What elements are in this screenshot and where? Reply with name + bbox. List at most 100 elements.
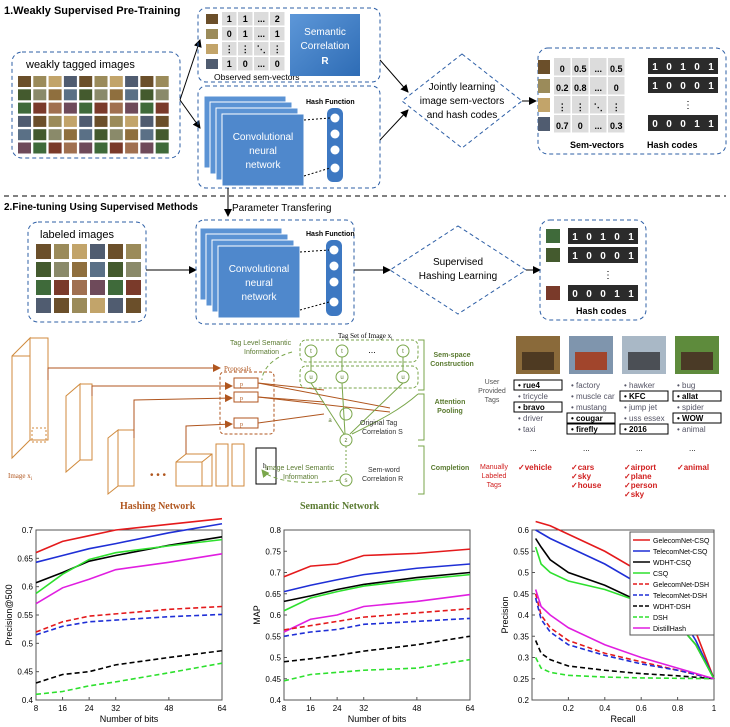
x-tick-label: 48 — [412, 704, 421, 713]
chart-map: 0.4 0.45 0.5 0.55 0.6 0.65 0.7 0.75 0.8 8 16 24 32 48… — [252, 526, 475, 724]
weak-image-thumbnails — [18, 76, 169, 154]
orig-corr-line1: Original Tag — [360, 420, 397, 427]
hash-codes-box-2 — [539, 219, 647, 321]
thumbnail-56 — [109, 142, 123, 154]
legend-entry: GelecomNet-CSQ — [653, 538, 710, 545]
semcorr-line2: Correlation — [301, 41, 350, 52]
row-thumb — [206, 59, 218, 69]
user-tag: • KFC — [624, 392, 646, 401]
series-line-0 — [283, 548, 471, 578]
matrix-value: 0.8 — [574, 83, 587, 93]
hashing-network-title: Hashing Network — [120, 501, 196, 512]
user-tag: • allat — [677, 392, 698, 401]
hash-bit: 0 — [652, 119, 658, 130]
y-tick-label: 0.3 — [518, 654, 530, 663]
legend-entry: WDHT-DSH — [653, 604, 691, 611]
node-tn: t — [402, 349, 404, 355]
x-tick-label: 24 — [333, 704, 342, 713]
hash-row — [648, 77, 718, 93]
hash-bit: 1 — [572, 232, 578, 243]
semvector-matrix: 0 0.5... 0.5 0.2 0.8... 0 ⋮ ⋮ ⋱ ⋮ 0.7 0... 0.3 — [538, 58, 625, 133]
thumbnail-10 — [108, 262, 123, 277]
user-label-2: Provided — [478, 388, 506, 395]
user-tag: • bug — [677, 381, 695, 390]
matrix-cell — [270, 27, 285, 41]
x-tick-label: 64 — [218, 704, 227, 713]
y-tick-label: 0.65 — [17, 554, 33, 563]
row-thumb — [206, 44, 218, 54]
thumbnail-20 — [72, 298, 87, 313]
thumbnail-7 — [125, 76, 139, 87]
thumbnail-42 — [48, 129, 62, 141]
matrix-cell — [608, 58, 625, 76]
hash-bit: 0 — [666, 119, 672, 130]
series-line-5 — [35, 605, 223, 633]
parameter-transfering-label: Parameter Transfering — [232, 203, 332, 214]
thumbnail-57 — [125, 142, 139, 154]
thumbnail-4 — [79, 76, 93, 87]
cnn2-label-1: Convolutional — [229, 264, 290, 275]
x-axis-label: Recall — [610, 714, 635, 722]
x-tick-label: 16 — [306, 704, 315, 713]
matrix-cell — [608, 77, 625, 95]
matrix-value: 1 — [243, 29, 248, 39]
tag-box — [619, 390, 669, 402]
brackets — [418, 339, 425, 495]
series-line-8 — [35, 662, 223, 696]
hash-row — [568, 285, 638, 301]
node-labels: t t t u u u a z s — [309, 349, 404, 484]
hash-bit: 1 — [628, 232, 634, 243]
thumbnail-39 — [155, 115, 169, 127]
thumbnail-47 — [125, 129, 139, 141]
matrix-value: ⋮ — [225, 44, 234, 54]
matrix-cell — [608, 96, 625, 114]
hash-codes-matrix-2: 1 0 1 0 11 0 0 0 1⋮0 0 0 1 1 — [546, 228, 638, 301]
tag-box — [672, 412, 722, 424]
chart-precision-recall: 0.2 0.25 0.3 0.35 0.4 0.45 0.5 0.55 0.6 0.2 0.4 0.6… — [500, 520, 717, 724]
hash-bit: 1 — [628, 251, 634, 262]
legend-box — [629, 531, 715, 636]
legend-entry: DSH — [653, 615, 668, 622]
attention-line2: Pooling — [437, 408, 463, 415]
matrix-value: 0.2 — [556, 83, 569, 93]
matrix-value: ... — [258, 29, 266, 39]
user-tag: • mustang — [571, 403, 607, 412]
thumbnail-38 — [140, 115, 154, 127]
x-tick-label: 0.4 — [599, 704, 611, 713]
y-tick-label: 0.45 — [513, 590, 529, 599]
cnn2-label-3: network — [241, 292, 277, 303]
node-a: a — [328, 418, 332, 424]
thumbnail-28 — [140, 102, 154, 114]
thumbnail-11 — [33, 89, 47, 101]
hash-row — [648, 58, 718, 74]
thumbnail-29 — [155, 102, 169, 114]
stage-labels: Sem-space Construction Attention Pooling… — [430, 352, 474, 472]
matrix-value: ... — [258, 14, 266, 24]
x-tick-label: 8 — [34, 704, 39, 713]
hash-bit: 1 — [572, 251, 578, 262]
hash-bit: 0 — [694, 62, 700, 73]
matrix-cell — [554, 77, 571, 95]
thumbnail-50 — [18, 142, 31, 154]
hash-bit: 0 — [600, 251, 606, 262]
x-tick-label: 48 — [164, 704, 173, 713]
semcorr-line1: Semantic — [304, 27, 346, 38]
user-tag: • uss essex — [624, 414, 665, 423]
matrix-value: 0 — [275, 59, 280, 69]
matrix-cell — [554, 58, 571, 76]
thumbnail-35 — [94, 115, 108, 127]
y-tick-label: 0.6 — [22, 583, 34, 592]
y-tick-label: 0.2 — [518, 696, 530, 705]
thumbnail-22 — [108, 298, 123, 313]
thumbnail-43 — [63, 129, 77, 141]
thumbnail-16 — [109, 89, 123, 101]
hash-function-label-2: Hash Function — [306, 231, 355, 238]
semvec-label: Sem-vectors — [570, 140, 624, 150]
matrix-value: 1 — [275, 29, 280, 39]
thumbnail-25 — [94, 102, 108, 114]
hash-row — [568, 228, 638, 244]
manual-label-2: Labeled — [482, 473, 507, 480]
hash-function-label: Hash Function — [306, 99, 355, 106]
y-tick-label: 0.7 — [22, 526, 34, 535]
hashing-network-diagram — [11, 336, 277, 496]
